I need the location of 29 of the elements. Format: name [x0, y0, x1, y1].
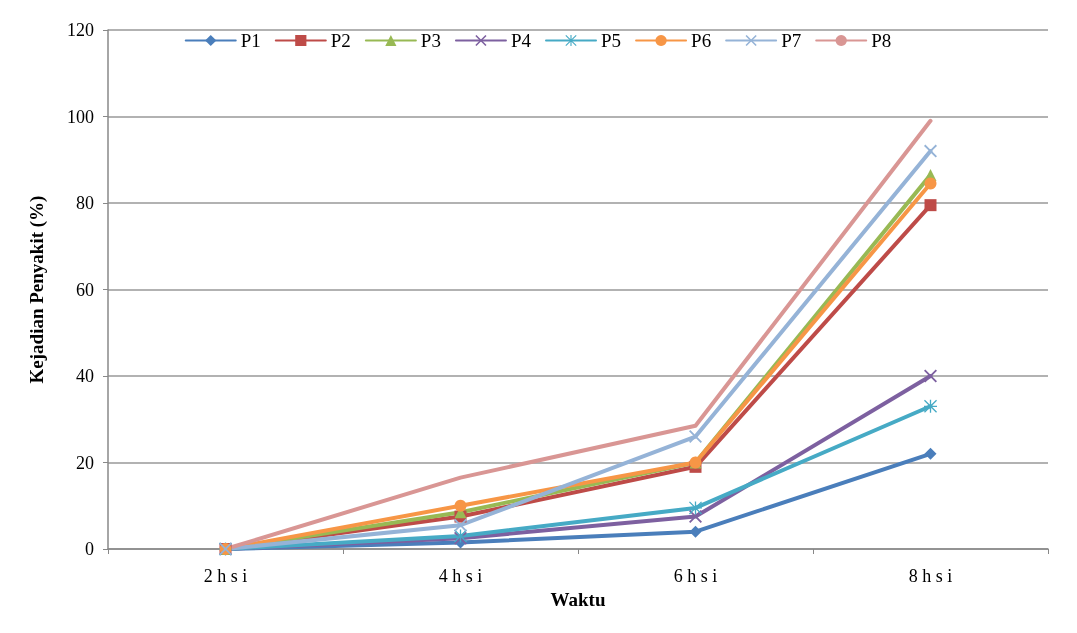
legend-label: P1 — [240, 30, 261, 51]
legend-label: P5 — [601, 30, 622, 51]
y-tick-label: 0 — [85, 539, 94, 559]
y-tick-label: 80 — [76, 193, 94, 213]
y-tick-label: 100 — [67, 106, 94, 127]
point — [689, 501, 702, 515]
x-tick-label: 4 h s i — [438, 566, 483, 586]
y-tick-label: 20 — [76, 452, 94, 473]
x-tick-label: 2 h s i — [203, 566, 248, 586]
legend-label: P4 — [510, 30, 532, 51]
point — [689, 430, 702, 444]
point — [924, 447, 937, 460]
x-axis-title: Waktu — [550, 588, 606, 610]
legend-label: P2 — [330, 30, 351, 51]
y-tick-label: 40 — [76, 366, 94, 386]
y-axis-title: Kejadian Penyakit (%) — [26, 195, 48, 384]
point — [924, 199, 937, 212]
point — [454, 518, 467, 532]
point — [689, 510, 702, 524]
legend-label: P8 — [871, 30, 892, 51]
x-tick-label: 6 h s i — [673, 566, 718, 586]
legend-label: P7 — [781, 30, 802, 51]
point — [454, 499, 467, 512]
y-tick-label: 120 — [67, 20, 94, 40]
y-tick-label: 60 — [76, 279, 94, 300]
point — [924, 177, 937, 190]
legend-label: P3 — [420, 30, 441, 51]
legend-label: P6 — [691, 30, 712, 51]
x-tick-label: 8 h s i — [908, 566, 953, 586]
